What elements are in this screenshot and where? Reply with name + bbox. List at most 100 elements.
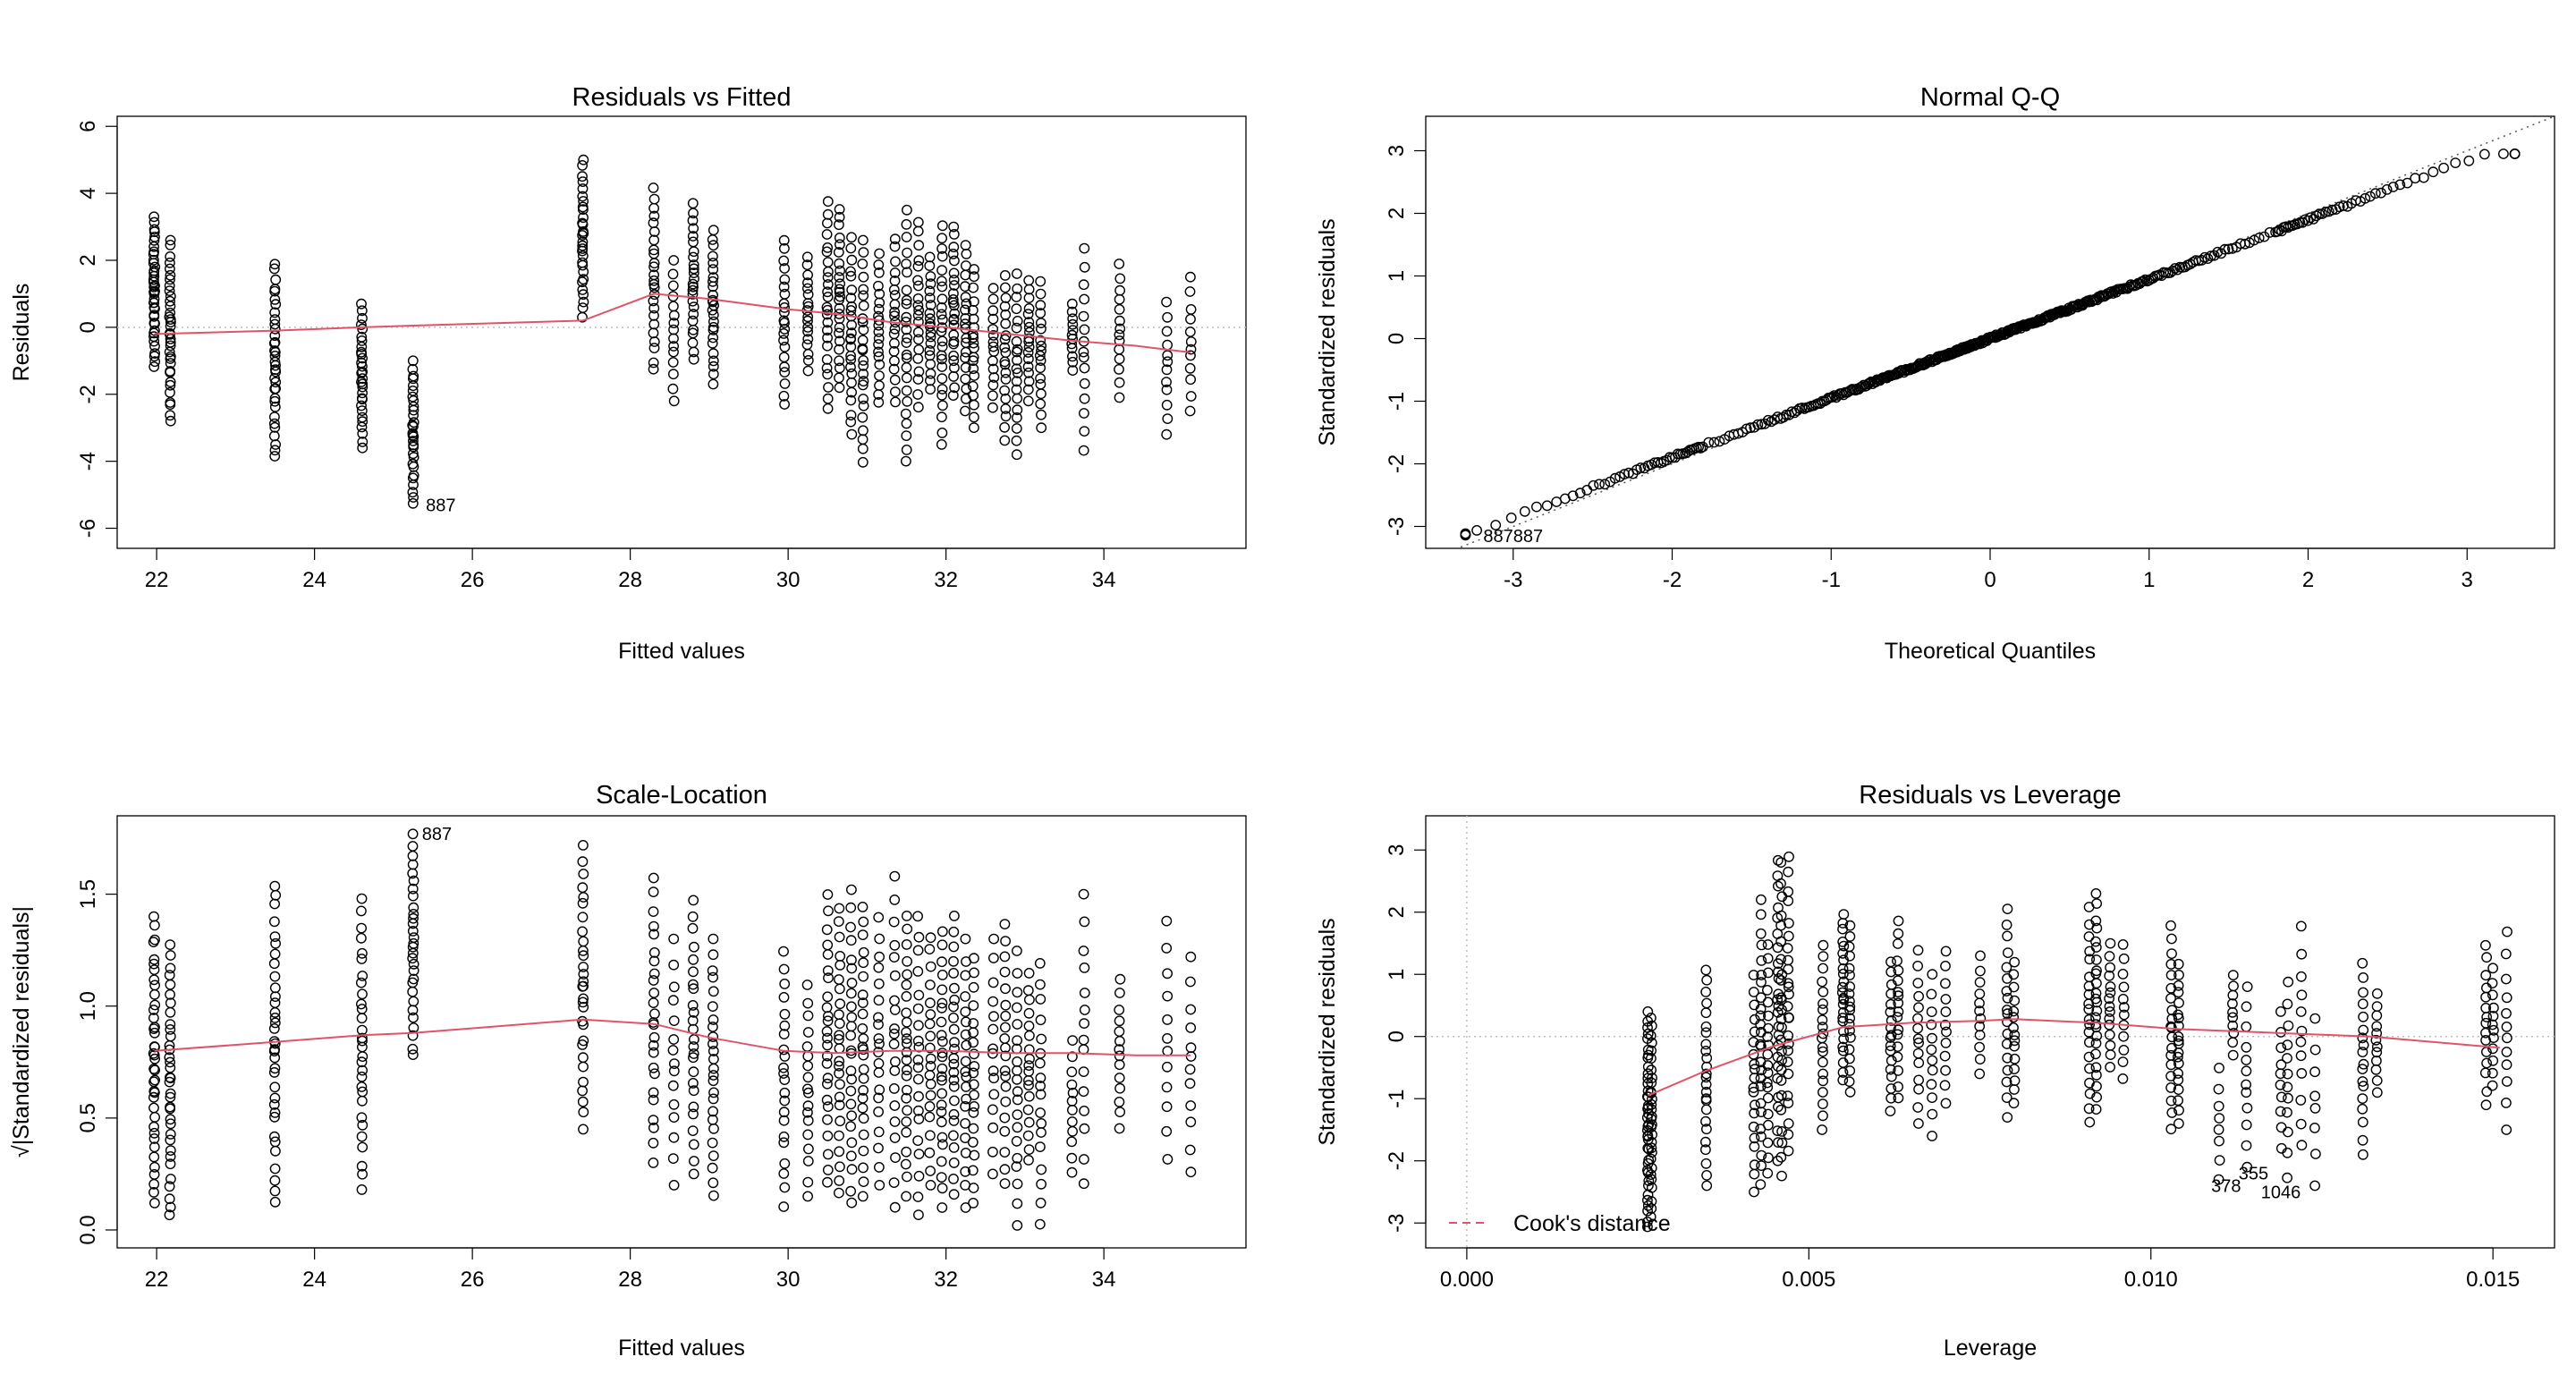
data-point [356, 1013, 368, 1024]
data-point [164, 257, 175, 268]
data-point [648, 310, 659, 321]
data-point [407, 841, 419, 852]
data-point [1818, 1098, 1828, 1110]
data-point [148, 1127, 160, 1139]
data-point [1078, 888, 1089, 900]
data-point [687, 1000, 699, 1011]
data-point [2001, 1092, 2012, 1104]
data-point [822, 208, 834, 220]
data-point [1162, 356, 1174, 368]
data-point [2090, 1104, 2102, 1115]
data-point [356, 1131, 368, 1142]
data-point [2487, 1019, 2498, 1030]
data-point [1162, 990, 1174, 1002]
data-point [269, 307, 281, 318]
data-point [936, 1051, 948, 1063]
data-point [1701, 974, 1713, 986]
x-tick-label: 26 [461, 568, 485, 592]
data-point [1023, 302, 1035, 314]
data-point [577, 243, 589, 254]
data-point [802, 1129, 814, 1141]
data-point [1012, 1198, 1023, 1209]
data-point [1162, 311, 1174, 323]
data-point [648, 906, 659, 917]
data-point [148, 1005, 159, 1015]
data-point [648, 968, 660, 980]
data-point [2501, 1047, 2512, 1057]
data-point [834, 983, 845, 995]
data-point [269, 931, 281, 943]
data-point [1885, 1022, 1896, 1033]
data-point [1939, 1050, 1951, 1062]
data-point [967, 380, 979, 392]
data-point [924, 1070, 936, 1081]
data-point [2387, 182, 2399, 192]
data-point [269, 982, 281, 994]
data-point [407, 883, 419, 895]
data-point [648, 1062, 659, 1073]
data-point [822, 1114, 833, 1125]
data-point [667, 383, 679, 394]
data-point [2090, 942, 2102, 953]
x-tick-label: 2 [2302, 568, 2314, 592]
data-point [165, 366, 176, 377]
data-point [857, 1092, 869, 1104]
data-point [834, 284, 845, 295]
data-point [1162, 1046, 1174, 1056]
data-point [924, 344, 936, 356]
data-point [834, 1068, 844, 1079]
data-point [801, 339, 813, 351]
data-point [1755, 1039, 1767, 1050]
data-point [1023, 1007, 1035, 1019]
data-point [1011, 423, 1022, 434]
x-tick-label: -2 [1663, 568, 1682, 592]
data-point [890, 256, 901, 267]
data-point [902, 204, 912, 216]
data-point [803, 1143, 814, 1155]
data-point [708, 933, 719, 945]
x-axis: 22 24 26 28 30 32 34 [145, 1247, 1115, 1292]
data-point [2275, 1059, 2287, 1071]
data-point [1776, 1137, 1788, 1149]
outlier-label: 378 [2211, 1177, 2241, 1197]
data-point [988, 1089, 1000, 1100]
data-point [668, 959, 680, 971]
data-point [960, 405, 970, 417]
data-point [269, 395, 281, 407]
data-point [2481, 1057, 2493, 1069]
data-point [2487, 978, 2498, 989]
data-point [407, 355, 419, 367]
x-axis-label: Leverage [1944, 1336, 2037, 1361]
data-point [648, 1094, 659, 1106]
data-point [968, 1123, 979, 1134]
data-point [1519, 505, 1530, 517]
data-point [845, 921, 856, 933]
data-point [2174, 970, 2184, 980]
data-point [1776, 1170, 1787, 1182]
data-point [1114, 1073, 1125, 1083]
data-point [778, 327, 790, 339]
data-point [969, 271, 979, 283]
data-point [165, 307, 176, 318]
data-point [2140, 274, 2151, 285]
data-point [1784, 409, 1795, 420]
data-point [1775, 857, 1787, 868]
data-point [821, 362, 833, 374]
data-point [577, 997, 589, 1008]
data-point [834, 372, 844, 384]
data-point [902, 395, 913, 407]
data-point [2227, 1037, 2239, 1048]
data-point [778, 234, 790, 246]
data-point [1079, 362, 1090, 374]
data-point [1646, 1142, 1657, 1154]
data-point [948, 319, 960, 331]
data-point [901, 1070, 912, 1081]
data-point [969, 296, 979, 307]
data-point [857, 335, 869, 346]
data-point [1885, 1106, 1896, 1117]
data-point [2295, 1036, 2307, 1047]
data-point [901, 361, 912, 373]
data-point [407, 1030, 419, 1041]
data-point [356, 922, 367, 934]
